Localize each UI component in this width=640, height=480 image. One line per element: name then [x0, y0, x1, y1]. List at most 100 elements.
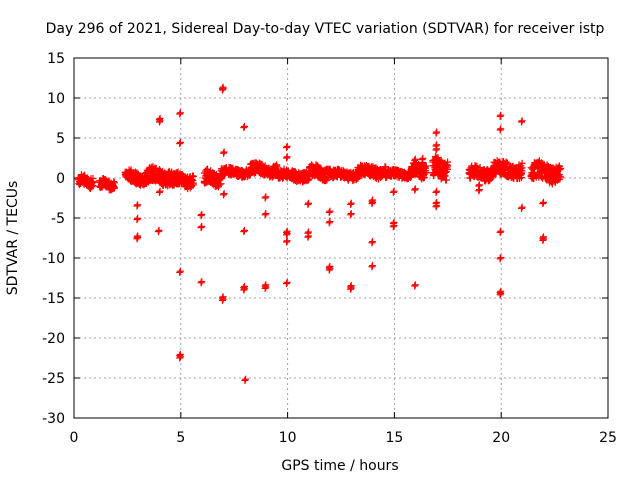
band-point [110, 182, 118, 190]
outlier-point [283, 153, 291, 161]
outlier-point [220, 148, 228, 156]
outlier-point [539, 200, 547, 208]
band-point [444, 165, 452, 173]
outlier-point [262, 193, 270, 201]
y-tick-label: 0 [56, 171, 65, 187]
outlier-point [176, 110, 184, 118]
outlier-point [283, 230, 291, 238]
band-point [518, 159, 526, 167]
outlier-point [347, 199, 355, 207]
band-point [557, 173, 565, 181]
outlier-point [242, 375, 250, 383]
outlier-point [155, 118, 163, 126]
outlier-point [156, 187, 164, 195]
data-points [74, 83, 565, 384]
outlier-point [154, 228, 162, 236]
outlier-point [389, 188, 397, 196]
outlier-point [325, 266, 333, 274]
outlier-point [326, 218, 334, 226]
outlier-point [305, 232, 313, 240]
axis-ticks [73, 57, 609, 419]
outlier-point [134, 201, 142, 209]
outlier-point [411, 281, 419, 289]
outlier-point [220, 191, 228, 199]
outlier-point [496, 291, 504, 299]
band-point [110, 179, 118, 187]
band-point [557, 165, 565, 173]
tick-labels: 15 10 5 0 -5 -10 -15 -20 -25 -30 0 5 10 15 20 25 [42, 51, 617, 446]
outlier-point [155, 226, 163, 234]
y-axis-label: SDTVAR / TECUs [5, 181, 21, 296]
outlier-point [134, 234, 142, 242]
band-point [473, 162, 481, 170]
outlier-point [220, 149, 228, 157]
outlier-point [176, 353, 184, 361]
outlier-point [369, 198, 377, 206]
outlier-point [347, 284, 355, 292]
outlier-point [198, 210, 206, 218]
outlier-point [496, 126, 504, 134]
chart-title: Day 296 of 2021, Sidereal Day-to-day VTE… [46, 21, 605, 37]
outlier-point [176, 138, 184, 146]
band-point [349, 177, 357, 185]
outlier-point [177, 176, 185, 184]
outlier-point [218, 86, 226, 94]
x-tick-label: 15 [385, 430, 403, 446]
outlier-point [261, 284, 269, 292]
outlier-point [497, 254, 505, 262]
outlier-point [133, 216, 141, 224]
outlier-point [283, 231, 291, 239]
band-point [518, 167, 526, 175]
outlier-point [240, 124, 248, 132]
grid-lines [74, 58, 608, 418]
outlier-point [517, 204, 525, 212]
outlier-point [347, 211, 355, 219]
band-point [304, 176, 312, 184]
outlier-point [411, 155, 419, 163]
y-tick-label: -25 [42, 371, 65, 387]
outlier-point [432, 146, 440, 154]
outlier-point [433, 145, 441, 153]
y-tick-label: -15 [42, 291, 65, 307]
outlier-point [241, 376, 249, 384]
band-point [217, 175, 225, 183]
band-point [422, 169, 430, 177]
outlier-point [347, 210, 355, 218]
x-tick-label: 20 [492, 430, 510, 446]
outlier-point [325, 219, 333, 227]
outlier-point [496, 255, 504, 263]
outlier-point [517, 118, 525, 126]
band-point [486, 176, 494, 184]
outlier-point [176, 109, 184, 117]
y-tick-label: -30 [42, 411, 65, 427]
outlier-point [432, 203, 440, 211]
outlier-point [419, 158, 427, 166]
band-point [437, 156, 445, 164]
outlier-point [197, 224, 205, 232]
outlier-point [368, 200, 376, 208]
outlier-point [305, 199, 313, 207]
outlier-point [283, 142, 291, 150]
x-tick-label: 0 [70, 430, 79, 446]
outlier-point [283, 154, 291, 162]
outlier-point [518, 117, 526, 125]
band-point [189, 179, 197, 187]
outlier-point [390, 222, 398, 230]
band-point [323, 176, 331, 184]
outlier-point [240, 228, 248, 236]
outlier-point [432, 188, 440, 196]
outlier-point [283, 237, 291, 245]
outlier-point [496, 112, 504, 120]
outlier-point [219, 295, 227, 303]
outlier-point [390, 187, 398, 195]
outlier-point [155, 188, 163, 196]
outlier-point [389, 223, 397, 231]
outlier-point [134, 214, 142, 222]
outlier-point [133, 202, 141, 210]
outlier-point [347, 200, 355, 208]
outlier-point [368, 239, 376, 247]
outlier-point [433, 187, 441, 195]
plot-frame [73, 57, 609, 419]
x-tick-label: 25 [599, 430, 617, 446]
